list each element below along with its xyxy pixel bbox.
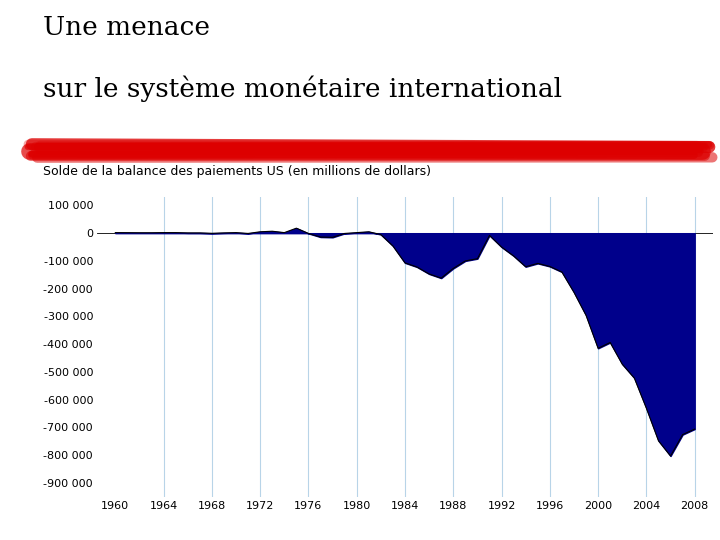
Text: sur le système monétaire international: sur le système monétaire international <box>43 76 562 102</box>
Text: Solde de la balance des paiements US (en millions de dollars): Solde de la balance des paiements US (en… <box>43 165 431 178</box>
Text: Une menace: Une menace <box>43 15 210 40</box>
